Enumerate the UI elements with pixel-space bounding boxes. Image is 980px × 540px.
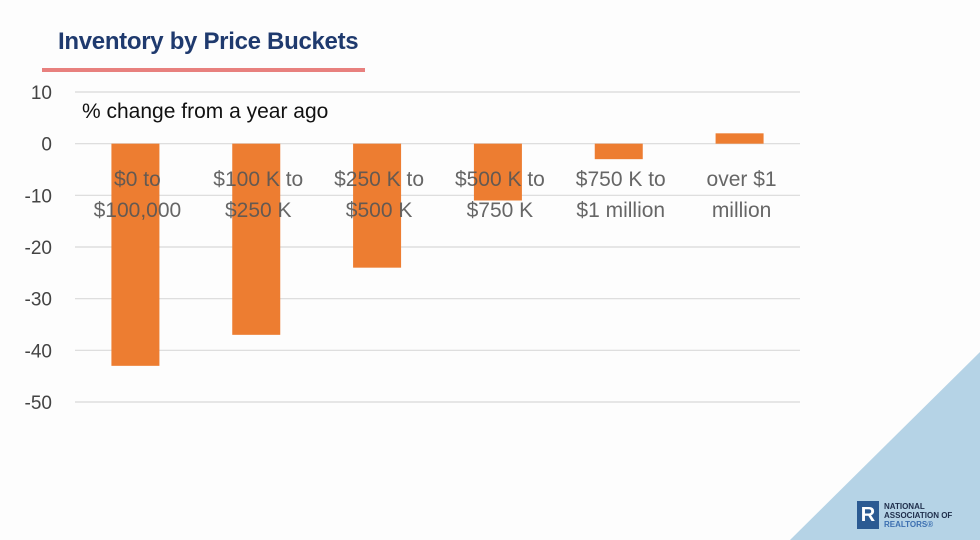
x-category-label: $100 K to: [213, 168, 303, 191]
x-category-label: $1 million: [576, 199, 665, 222]
y-tick-label: -50: [25, 393, 52, 414]
realtor-r-logo-icon: R: [857, 501, 879, 529]
logo-line-2: ASSOCIATION OF: [884, 510, 953, 520]
y-tick-label: -40: [25, 341, 52, 362]
bar: [232, 143, 281, 335]
x-category-label: $500 K to: [455, 168, 545, 191]
x-category-label: million: [712, 199, 772, 222]
y-tick-label: 10: [31, 83, 52, 104]
x-category-label: $100,000: [94, 199, 182, 222]
y-tick-label: -30: [25, 290, 52, 311]
x-category-label: $250 K: [225, 199, 292, 222]
bar: [715, 133, 764, 144]
chart-title: % change from a year ago: [82, 100, 328, 123]
title-underline: [42, 68, 365, 72]
bar: [473, 143, 522, 201]
bar: [594, 143, 643, 160]
x-category-label: over $1: [707, 168, 777, 191]
slide-title: Inventory by Price Buckets: [58, 28, 359, 55]
x-category-label: $250 K to: [334, 168, 424, 191]
x-category-label: $750 K: [467, 199, 534, 222]
x-category-label: $750 K to: [576, 168, 666, 191]
bar: [353, 143, 402, 268]
y-tick-label: -10: [25, 186, 52, 207]
x-category-label: $500 K: [346, 199, 413, 222]
x-category-label: $0 to: [114, 168, 161, 191]
y-tick-label: 0: [41, 135, 52, 156]
logo-line-3: REALTORS®: [884, 519, 934, 529]
nar-logo: R NATIONAL ASSOCIATION OF REALTORS®: [857, 501, 952, 529]
bar: [111, 143, 160, 366]
y-tick-label: -20: [25, 238, 52, 259]
logo-line-1: NATIONAL: [884, 501, 925, 511]
